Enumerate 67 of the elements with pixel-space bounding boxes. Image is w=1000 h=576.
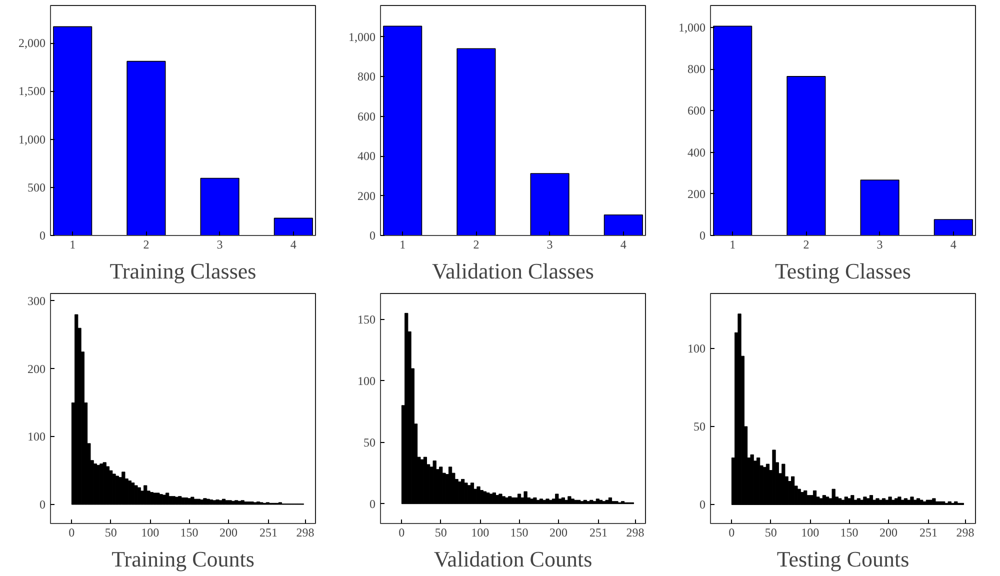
y-tick-label: 600 — [358, 109, 376, 124]
x-tick-label: 1 — [400, 238, 406, 252]
x-tick-label: 100 — [801, 526, 820, 540]
x-tick-label: 298 — [956, 526, 974, 540]
x-tick-label: 2 — [473, 238, 480, 252]
x-tick-label: 251 — [589, 526, 608, 540]
y-tick-label: 1,000 — [18, 132, 46, 146]
y-tick-label: 1,500 — [18, 84, 46, 98]
y-tick-label: 2,000 — [18, 36, 46, 50]
y-tick-label: 1,000 — [678, 20, 706, 35]
x-tick-label: 150 — [840, 526, 858, 540]
y-tick-label: 300 — [28, 294, 46, 308]
text: Validation Classes — [432, 258, 594, 284]
y-tick-label: 500 — [28, 180, 46, 194]
x-tick-label: 0 — [728, 526, 735, 540]
y-tick-label: 1,000 — [348, 30, 376, 44]
x-tick-label: 2 — [143, 238, 150, 252]
x-tick-label: 4 — [950, 238, 956, 252]
y-tick-label: 400 — [358, 149, 376, 164]
text: Testing Counts — [776, 546, 910, 572]
y-tick-label: 200 — [358, 188, 376, 203]
x-tick-label: 150 — [180, 526, 198, 540]
x-tick-label: 0 — [398, 526, 405, 540]
x-tick-label: 150 — [510, 526, 528, 540]
y-tick-label: 200 — [688, 186, 706, 201]
y-tick-label: 200 — [28, 362, 46, 376]
x-tick-label: 3 — [216, 238, 223, 252]
x-tick-label: 298 — [296, 526, 314, 540]
y-tick-label: 0 — [370, 496, 376, 511]
x-tick-label: 200 — [549, 526, 568, 540]
x-tick-label: 4 — [290, 238, 296, 252]
y-tick-label: 600 — [688, 104, 706, 118]
x-tick-label: 251 — [259, 526, 278, 540]
x-tick-label: 0 — [68, 526, 75, 540]
x-tick-label: 298 — [626, 526, 644, 540]
x-tick-label: 4 — [620, 238, 626, 252]
y-tick-label: 100 — [688, 341, 706, 356]
text: Training Counts — [112, 546, 254, 572]
x-tick-label: 1 — [730, 238, 736, 252]
y-tick-label: 0 — [40, 498, 46, 512]
y-tick-label: 150 — [358, 312, 376, 326]
y-tick-label: 0 — [370, 228, 376, 242]
x-tick-label: 3 — [876, 238, 883, 252]
y-tick-label: 50 — [694, 419, 706, 434]
text: Training Classes — [110, 258, 256, 284]
y-tick-label: 50 — [364, 435, 376, 450]
x-tick-label: 50 — [764, 526, 777, 540]
x-tick-label: 2 — [803, 238, 810, 252]
x-tick-label: 200 — [879, 526, 898, 540]
x-tick-label: 50 — [434, 526, 447, 540]
x-tick-label: 3 — [546, 238, 553, 252]
x-tick-label: 1 — [70, 238, 76, 252]
y-tick-label: 800 — [688, 62, 706, 76]
y-tick-label: 100 — [358, 374, 376, 388]
x-tick-label: 100 — [471, 526, 490, 540]
x-tick-label: 200 — [219, 526, 238, 540]
text: Testing Classes — [775, 258, 911, 284]
y-tick-label: 400 — [688, 145, 706, 160]
x-tick-label: 50 — [104, 526, 117, 540]
y-tick-label: 800 — [358, 70, 376, 84]
y-tick-label: 0 — [700, 228, 706, 242]
x-tick-label: 251 — [919, 526, 938, 540]
x-tick-label: 100 — [141, 526, 160, 540]
y-tick-label: 0 — [40, 228, 46, 242]
text: Validation Counts — [434, 546, 592, 572]
y-tick-label: 0 — [700, 498, 706, 512]
y-tick-label: 100 — [28, 430, 46, 444]
